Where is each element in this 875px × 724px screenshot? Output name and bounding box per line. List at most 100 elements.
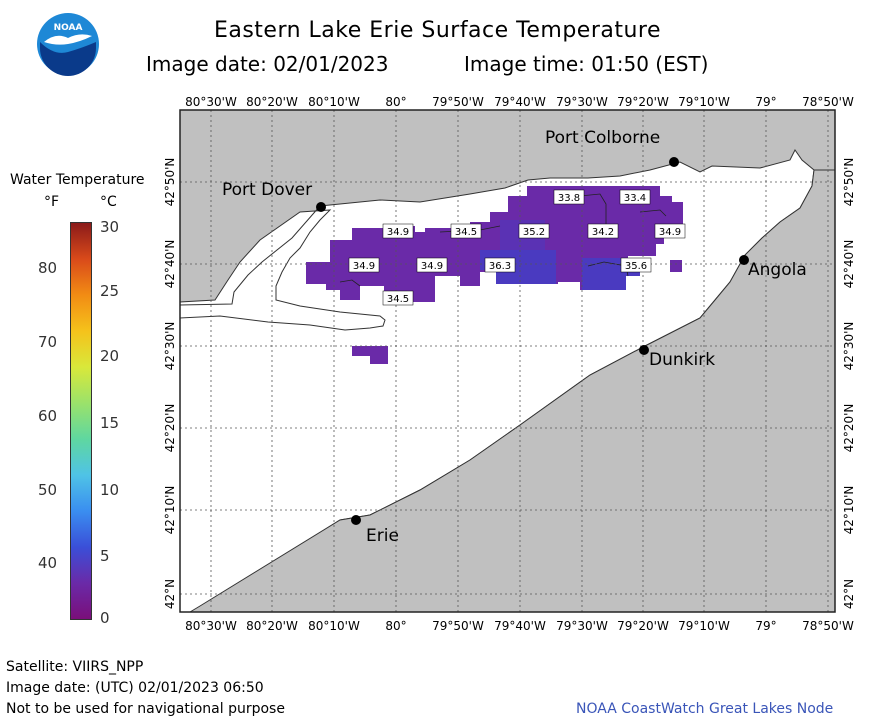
legend-f-tick: 70 <box>38 333 58 351</box>
lat-label-left: 42°30'N <box>163 322 177 371</box>
temp-label-box <box>382 223 414 239</box>
temp-label: 33.4 <box>624 193 646 204</box>
legend-c-tick: 25 <box>100 282 120 300</box>
temp-label-box <box>654 223 686 239</box>
marker-port-dover <box>316 202 326 212</box>
legend-unit-f: °F <box>44 194 60 210</box>
temp-label: 34.9 <box>421 261 443 272</box>
lon-label-top: 79°50'W <box>432 95 484 109</box>
temp-label-box <box>382 290 414 306</box>
lat-label-right: 42°20'N <box>842 404 856 453</box>
place-port-dover: Port Dover <box>222 180 313 200</box>
lon-label-bottom: 79°30'W <box>556 619 608 633</box>
temp-label-box <box>484 257 516 273</box>
lat-labels-left: 42°50'N 42°40'N 42°30'N 42°20'N 42°10'N 42°N <box>163 158 177 610</box>
temperature-labels: 33.8 33.4 34.9 34.5 35.2 34.2 34.9 34.9 34.9 36.3… <box>348 189 686 306</box>
legend-unit-c: °C <box>100 194 117 210</box>
temp-label-box <box>348 257 380 273</box>
temp-label-box <box>553 189 585 205</box>
noaa-logo: NOAA <box>36 12 100 76</box>
lon-label-top: 78°50'W <box>802 95 854 109</box>
legend-c-tick: 5 <box>100 547 110 565</box>
footer-credit: NOAA CoastWatch Great Lakes Node <box>576 701 834 717</box>
temp-label-box <box>450 223 482 239</box>
lon-label-top: 79°40'W <box>494 95 546 109</box>
lon-label-bottom: 78°50'W <box>802 619 854 633</box>
temp-label-box <box>518 223 550 239</box>
lon-label-bottom: 79°20'W <box>617 619 669 633</box>
lon-labels-top: 80°30'W 80°20'W 80°10'W 80° 79°50'W 79°40'W 79… <box>185 95 854 109</box>
place-angola: Angola <box>748 260 807 280</box>
temp-label-box <box>620 257 652 273</box>
temp-label-box <box>416 257 448 273</box>
image-date-label: Image date: 02/01/2023 <box>146 52 389 76</box>
lon-labels-bottom: 80°30'W 80°20'W 80°10'W 80° 79°50'W 79°40'W 79… <box>185 619 854 633</box>
legend-f-tick: 80 <box>38 259 58 277</box>
lon-label-top: 80°10'W <box>308 95 360 109</box>
place-erie: Erie <box>366 526 399 546</box>
lat-label-left: 42°N <box>163 579 177 609</box>
temp-label: 34.9 <box>353 261 375 272</box>
temp-label: 35.6 <box>625 261 647 272</box>
legend-c-tick: 20 <box>100 347 120 365</box>
footer-utc-date: Image date: (UTC) 02/01/2023 06:50 <box>6 680 264 696</box>
lon-label-bottom: 79°50'W <box>432 619 484 633</box>
place-dunkirk: Dunkirk <box>649 350 716 370</box>
lon-label-top: 80° <box>385 95 406 109</box>
legend-c-tick: 0 <box>100 609 110 627</box>
lon-label-bottom: 80°30'W <box>185 619 237 633</box>
footer-satellite: Satellite: VIIRS_NPP <box>6 659 144 675</box>
legend-title: Water Temperature <box>10 172 145 188</box>
legend-c-tick: 30 <box>100 218 120 236</box>
lon-label-top: 80°20'W <box>246 95 298 109</box>
lon-label-top: 80°30'W <box>185 95 237 109</box>
lat-label-left: 42°20'N <box>163 404 177 453</box>
lat-label-right: 42°40'N <box>842 240 856 289</box>
image-time-label: Image time: 01:50 (EST) <box>464 52 709 76</box>
lon-label-top: 79° <box>755 95 776 109</box>
temp-label-box <box>587 223 619 239</box>
lon-label-bottom: 80° <box>385 619 406 633</box>
marker-erie <box>351 515 361 525</box>
noaa-logo-icon: NOAA <box>37 13 99 76</box>
lat-label-right: 42°10'N <box>842 486 856 535</box>
marker-dunkirk <box>639 345 649 355</box>
lat-label-left: 42°50'N <box>163 158 177 207</box>
lon-label-top: 79°20'W <box>617 95 669 109</box>
legend-f-tick: 40 <box>38 554 58 572</box>
lat-label-right: 42°30'N <box>842 322 856 371</box>
marker-port-colborne <box>669 157 679 167</box>
legend-c-tick: 15 <box>100 414 120 432</box>
map-title: Eastern Lake Erie Surface Temperature <box>213 18 662 43</box>
lat-label-left: 42°10'N <box>163 486 177 535</box>
temp-label: 36.3 <box>489 261 511 272</box>
place-port-colborne: Port Colborne <box>545 128 661 148</box>
place-markers <box>316 157 749 525</box>
temp-label: 35.2 <box>523 227 545 238</box>
marker-angola <box>739 255 749 265</box>
temp-label: 34.2 <box>592 227 614 238</box>
lon-label-top: 79°10'W <box>678 95 730 109</box>
legend-f-tick: 50 <box>38 481 58 499</box>
footer-disclaimer: Not to be used for navigational purpose <box>6 701 285 717</box>
logo-text: NOAA <box>54 23 83 33</box>
temp-label: 34.5 <box>455 227 477 238</box>
temp-label: 34.9 <box>387 227 409 238</box>
lon-label-bottom: 79° <box>755 619 776 633</box>
lon-label-bottom: 79°10'W <box>678 619 730 633</box>
lat-label-right: 42°N <box>842 579 856 609</box>
lon-label-bottom: 80°10'W <box>308 619 360 633</box>
temp-label: 34.9 <box>659 227 681 238</box>
lon-label-bottom: 80°20'W <box>246 619 298 633</box>
lat-lon-grid <box>180 110 835 612</box>
lon-label-top: 79°30'W <box>556 95 608 109</box>
lat-label-right: 42°50'N <box>842 158 856 207</box>
legend-color-bar <box>70 222 92 620</box>
lon-label-bottom: 79°40'W <box>494 619 546 633</box>
temp-label-box <box>619 189 651 205</box>
temp-label: 33.8 <box>558 193 580 204</box>
map-frame <box>179 109 836 613</box>
legend-c-tick: 10 <box>100 481 120 499</box>
lat-labels-right: 42°50'N 42°40'N 42°30'N 42°20'N 42°10'N 42°N <box>842 158 856 610</box>
